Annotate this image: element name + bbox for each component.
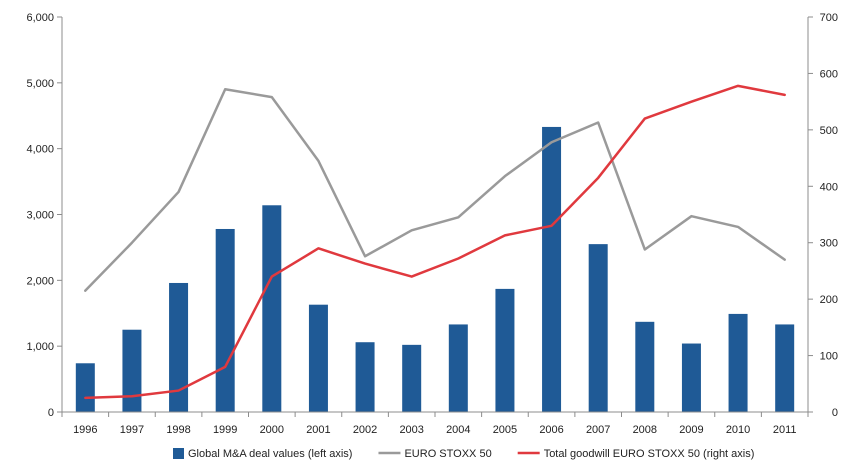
x-tick-label: 2003	[399, 424, 423, 436]
bars-layer	[75, 126, 795, 413]
bar-2009	[681, 343, 701, 412]
x-tick-label: 2008	[633, 424, 657, 436]
x-tick-label: 1998	[166, 424, 190, 436]
x-tick-label: 2011	[773, 424, 797, 436]
bar-2002	[355, 342, 375, 412]
bar-1999	[215, 228, 235, 412]
x-tick-label: 1999	[213, 424, 237, 436]
x-tick-label: 2009	[679, 424, 703, 436]
left-tick-label: 6,000	[26, 12, 54, 24]
goodwill-line	[84, 84, 786, 400]
right-tick-label: 100	[820, 351, 838, 363]
bar-2005	[495, 288, 515, 412]
bar-2008	[635, 321, 655, 412]
x-tick-label: 1996	[73, 424, 97, 436]
bar-1996	[75, 363, 95, 412]
legend-item-1: EURO STOXX 50	[378, 448, 492, 460]
right-tick-label: 400	[820, 181, 838, 193]
x-tick-label: 2001	[306, 424, 330, 436]
legend-item-0: Global M&A deal values (left axis)	[173, 448, 352, 460]
bar-2007	[588, 244, 608, 413]
bar-2004	[448, 324, 468, 412]
legend-item-2: Total goodwill EURO STOXX 50 (right axis…	[517, 448, 755, 460]
left-tick-label: 5,000	[26, 78, 54, 90]
right-tick-label: 200	[820, 294, 838, 306]
x-tick-label: 2007	[586, 424, 610, 436]
x-tick-label: 2010	[726, 424, 750, 436]
bar-2001	[308, 304, 328, 412]
bar-2011	[775, 324, 795, 412]
lines-layer	[84, 84, 786, 400]
x-tick-label: 2002	[353, 424, 377, 436]
right-tick-label: 700	[820, 12, 838, 24]
right-tick-label: 600	[820, 68, 838, 80]
bar-1997	[122, 329, 142, 412]
right-tick-label: 500	[820, 125, 838, 137]
left-tick-label: 0	[48, 407, 54, 419]
bar-2010	[728, 313, 748, 412]
right-tick-label: 300	[820, 238, 838, 250]
x-tick-label: 1997	[120, 424, 144, 436]
x-tick-label: 2004	[446, 424, 470, 436]
left-tick-label: 2,000	[26, 275, 54, 287]
left-tick-label: 3,000	[26, 210, 54, 222]
legend-swatch-bar	[173, 448, 184, 459]
euro-stoxx-line	[84, 87, 786, 292]
x-tick-label: 2005	[493, 424, 517, 436]
legend-label: EURO STOXX 50	[404, 448, 491, 460]
legend: Global M&A deal values (left axis) EURO S…	[173, 448, 754, 460]
left-tick-label: 4,000	[26, 144, 54, 156]
bar-2000	[262, 205, 282, 412]
right-tick-label: 0	[832, 407, 838, 419]
legend-label: Global M&A deal values (left axis)	[188, 448, 352, 460]
legend-label: Total goodwill EURO STOXX 50 (right axis…	[544, 448, 755, 460]
axes-layer: 0 1,000 2,000 3,000 4,000 5,000 6,000 0 100 200 30…	[26, 12, 838, 436]
bar-2006	[542, 126, 562, 412]
x-tick-label: 2000	[260, 424, 284, 436]
bar-1998	[169, 282, 189, 412]
x-tick-label: 2006	[539, 424, 563, 436]
left-tick-label: 1,000	[26, 341, 54, 353]
bar-2003	[402, 344, 422, 412]
